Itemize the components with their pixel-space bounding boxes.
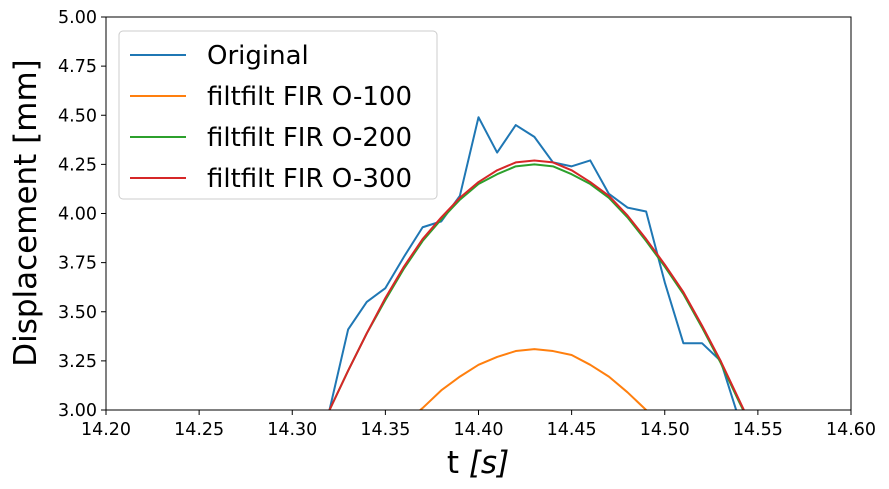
legend-label-4: filtfilt FIR O-300	[207, 164, 412, 194]
legend: Original filtfilt FIR O-100 filtfilt FIR O…	[118, 30, 438, 200]
y-tick-label: 4.50	[58, 106, 97, 126]
y-tick-label: 3.75	[58, 254, 97, 274]
x-tick-label: 14.55	[733, 420, 783, 440]
y-tick-label: 3.25	[58, 352, 97, 372]
x-tick-label: 14.30	[267, 420, 317, 440]
y-tick-label: 5.00	[58, 8, 97, 28]
y-tick-label: 4.00	[58, 205, 97, 225]
x-axis-label: t [s]	[447, 445, 509, 481]
legend-label-3: filtfilt FIR O-200	[207, 123, 412, 153]
series-line-4	[328, 159, 746, 410]
y-tick-label: 4.25	[58, 155, 97, 175]
y-tick-label: 3.50	[58, 303, 97, 323]
x-tick-label: 14.50	[640, 420, 690, 440]
legend-label-2: filtfilt FIR O-100	[207, 82, 412, 112]
series-layer	[328, 116, 746, 410]
series-line-1	[328, 116, 738, 410]
x-tick-label: 14.45	[547, 420, 597, 440]
legend-label-1: Original	[207, 41, 309, 71]
x-tick-label: 14.25	[174, 420, 224, 440]
x-axis: 14.20 14.25 14.30 14.35 14.40 14.45 14.50 14.55…	[81, 410, 876, 440]
x-tick-label: 14.40	[453, 420, 503, 440]
y-tick-label: 3.00	[58, 401, 97, 421]
y-axis: 3.00 3.25 3.50 3.75 4.00 4.25 4.50 4.75 5.00	[58, 8, 106, 421]
x-tick-label: 14.60	[826, 420, 876, 440]
y-tick-label: 4.75	[58, 57, 97, 77]
x-tick-label: 14.35	[360, 420, 410, 440]
x-axis-label-main: t	[447, 445, 469, 481]
y-axis-label: Displacement [mm]	[8, 59, 44, 367]
series-line-2	[418, 348, 648, 410]
x-axis-label-unit: [s]	[469, 445, 509, 481]
legend-box	[118, 30, 438, 200]
x-tick-label: 14.20	[81, 420, 131, 440]
